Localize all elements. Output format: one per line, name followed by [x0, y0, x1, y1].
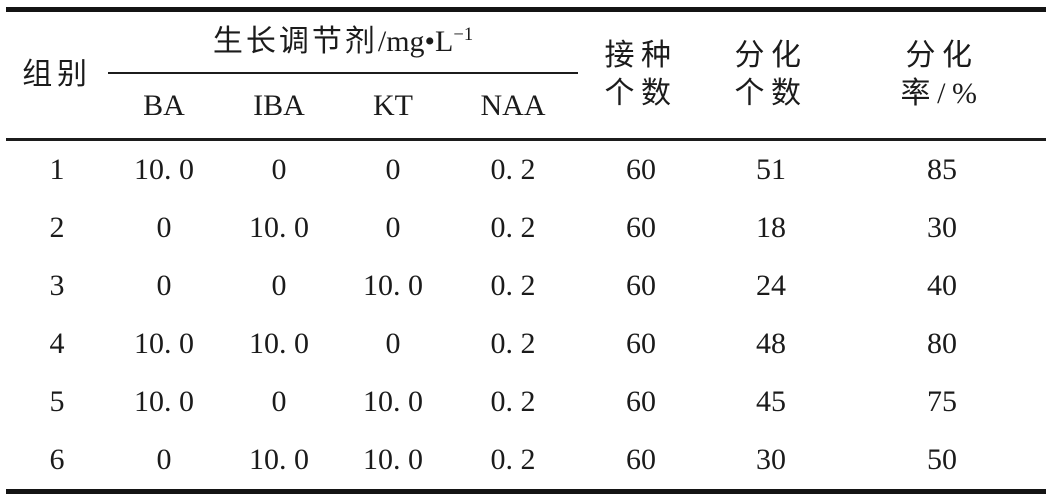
table-cell: 60 — [626, 326, 657, 360]
table-cell: 0 — [385, 210, 401, 244]
table-row: 5 10. 0 0 10. 0 0. 2 60 45 75 — [6, 373, 1046, 431]
table-cell: 45 — [756, 384, 787, 418]
column-header-line: 个数 — [604, 77, 678, 110]
column-header-line: 个数 — [734, 77, 808, 110]
regulator-title-cjk: 生长调节剂 — [212, 25, 378, 59]
table-cell: 5 — [49, 384, 65, 418]
table-cell: 0. 2 — [490, 384, 536, 418]
table-cell: 0 — [271, 268, 287, 302]
column-header-group: 组别 — [22, 57, 92, 91]
table-cell: 24 — [756, 268, 787, 302]
table-row: 3 0 0 10. 0 0. 2 60 24 40 — [6, 257, 1046, 315]
table-cell: 3 — [49, 268, 65, 302]
column-header-line: 分化 — [905, 39, 979, 72]
header-row-top: 组别 生长调节剂/mg•L−1 接种 个数 分化 个数 分化 率/% — [6, 9, 1046, 110]
table-cell: 30 — [756, 442, 787, 476]
table-body: 1 10. 0 0 0 0. 2 60 51 85 2 0 10. 0 0 0. 2 60 18 30 3 0 0 1… — [6, 140, 1046, 492]
table-cell: 60 — [626, 152, 657, 186]
table-cell: 60 — [626, 210, 657, 244]
table-cell: 0 — [156, 210, 172, 244]
table-cell: 10. 0 — [134, 326, 194, 360]
table-cell: 50 — [927, 442, 958, 476]
experiment-table: 组别 生长调节剂/mg•L−1 接种 个数 分化 个数 分化 率/% B — [6, 7, 1047, 494]
column-header-inoculated: 接种 个数 — [578, 10, 704, 140]
table-cell: 85 — [927, 152, 958, 186]
table-cell: 18 — [756, 210, 787, 244]
column-header-ba: BA — [143, 88, 185, 122]
table-cell: 51 — [756, 152, 787, 186]
table-cell: 75 — [927, 384, 958, 418]
regulator-title-superscript: −1 — [453, 24, 474, 46]
column-header-regulator-span: 生长调节剂/mg•L−1 — [108, 9, 579, 74]
table-cell: 60 — [626, 442, 657, 476]
regulator-title-unit: /mg•L — [377, 25, 454, 59]
table-cell: 1 — [49, 152, 65, 186]
table-cell: 0 — [385, 152, 401, 186]
table-cell: 0. 2 — [490, 268, 536, 302]
table-cell: 48 — [756, 326, 787, 360]
table-cell: 10. 0 — [249, 442, 309, 476]
table-cell: 0 — [156, 442, 172, 476]
table-cell: 0 — [271, 384, 287, 418]
table-cell: 10. 0 — [249, 326, 309, 360]
column-header-iba: IBA — [253, 88, 305, 122]
table-cell: 2 — [49, 210, 65, 244]
table-cell: 0. 2 — [490, 210, 536, 244]
table-cell: 10. 0 — [363, 442, 423, 476]
table-cell: 0. 2 — [490, 326, 536, 360]
table-cell: 10. 0 — [134, 384, 194, 418]
table-row: 6 0 10. 0 10. 0 0. 2 60 30 50 — [6, 431, 1046, 492]
table-cell: 60 — [626, 384, 657, 418]
table-header: 组别 生长调节剂/mg•L−1 接种 个数 分化 个数 分化 率/% B — [6, 9, 1047, 140]
table-cell: 60 — [626, 268, 657, 302]
table-row: 2 0 10. 0 0 0. 2 60 18 30 — [6, 199, 1046, 257]
table-cell: 10. 0 — [249, 210, 309, 244]
table-row: 1 10. 0 0 0 0. 2 60 51 85 — [6, 140, 1046, 200]
column-header-kt: KT — [373, 88, 413, 122]
header-row-sub: BA IBA KT NAA — [6, 73, 1046, 140]
table-cell: 10. 0 — [134, 152, 194, 186]
table-cell: 0 — [271, 152, 287, 186]
table-cell: 80 — [927, 326, 958, 360]
table-cell: 4 — [49, 326, 65, 360]
table-row: 4 10. 0 10. 0 0 0. 2 60 48 80 — [6, 315, 1046, 373]
table-cell: 0 — [156, 268, 172, 302]
table-cell: 0 — [385, 326, 401, 360]
column-header-line: 分化 — [734, 39, 808, 72]
column-header-naa: NAA — [480, 88, 546, 122]
column-header-differentiated: 分化 个数 — [704, 10, 838, 140]
table-cell: 6 — [49, 442, 65, 476]
table-cell: 0. 2 — [490, 442, 536, 476]
column-header-rate: 分化 率/% — [838, 10, 1046, 140]
table-cell: 10. 0 — [363, 384, 423, 418]
table-cell: 40 — [927, 268, 958, 302]
column-header-line: 接种 — [604, 39, 678, 72]
table-cell: 30 — [927, 210, 958, 244]
column-header-line: 率/% — [900, 77, 984, 110]
table-cell: 10. 0 — [363, 268, 423, 302]
table-cell: 0. 2 — [490, 152, 536, 186]
